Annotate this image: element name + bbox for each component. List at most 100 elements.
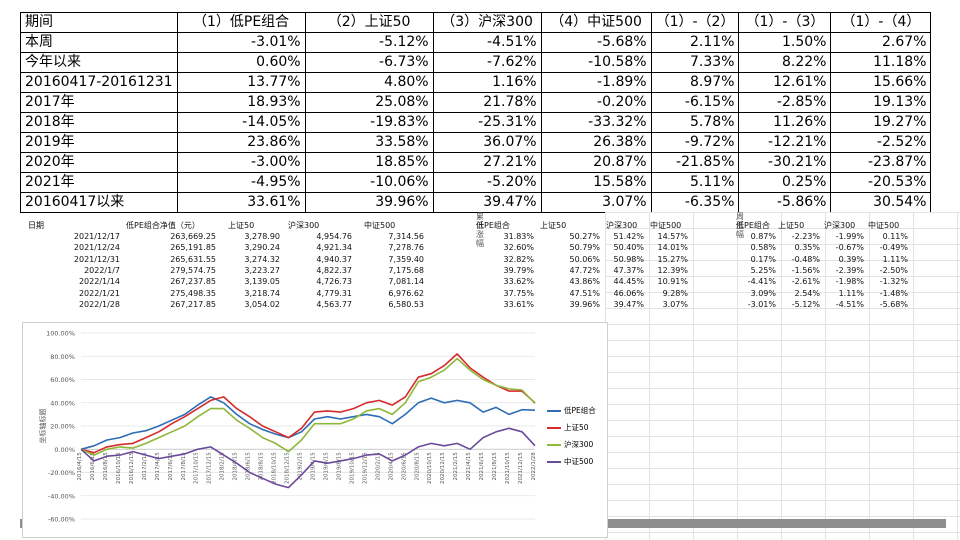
week-return-cell[interactable]: -1.99%: [835, 232, 864, 241]
period-label-cell[interactable]: 今年以来: [20, 52, 178, 73]
summary-header-cell[interactable]: （1）低PE组合: [176, 12, 306, 33]
daily-header-cell[interactable]: 低PE组合净值（元）: [126, 221, 200, 230]
cum-return-cell[interactable]: 39.47%: [613, 299, 644, 309]
cum-return-cell[interactable]: 50.79%: [569, 243, 600, 253]
return-cell[interactable]: 5.11%: [650, 172, 740, 193]
summary-header-cell[interactable]: 期间: [20, 12, 178, 33]
index-cell[interactable]: 4,822.37: [316, 265, 352, 275]
nav-cell[interactable]: 267,217.85: [170, 299, 216, 309]
daily-header-cell[interactable]: 上证50: [228, 221, 255, 230]
period-label-cell[interactable]: 2017年: [20, 92, 178, 113]
cum-return-cell[interactable]: 50.06%: [569, 254, 600, 264]
index-cell[interactable]: 7,278.76: [388, 243, 424, 253]
return-cell[interactable]: -20.53%: [830, 172, 932, 193]
summary-header-cell[interactable]: （4）中证500: [540, 12, 652, 33]
cum-return-cell[interactable]: 14.57%: [657, 232, 688, 241]
cum-header-cell[interactable]: 低PE组合: [476, 221, 510, 230]
index-cell[interactable]: 3,278.90: [244, 232, 280, 241]
week-return-cell[interactable]: -1.98%: [835, 277, 864, 287]
week-return-cell[interactable]: -0.49%: [879, 243, 908, 253]
cum-return-cell[interactable]: 50.40%: [613, 243, 644, 253]
nav-cell[interactable]: 279,574.75: [170, 265, 216, 275]
week-return-cell[interactable]: -3.01%: [747, 299, 776, 309]
return-cell[interactable]: -14.05%: [176, 112, 306, 133]
week-return-cell[interactable]: 1.11%: [882, 254, 908, 264]
return-cell[interactable]: -2.52%: [830, 132, 932, 153]
period-label-cell[interactable]: 2019年: [20, 132, 178, 153]
return-cell[interactable]: 2.67%: [830, 32, 932, 53]
return-cell[interactable]: -5.68%: [540, 32, 652, 53]
empty-grid-cells[interactable]: [605, 212, 960, 540]
cum-return-cell[interactable]: 3.07%: [662, 299, 688, 309]
week-return-cell[interactable]: -5.68%: [879, 299, 908, 309]
period-label-cell[interactable]: 2020年: [20, 152, 178, 173]
week-return-cell[interactable]: -1.56%: [791, 265, 820, 275]
return-cell[interactable]: -6.73%: [304, 52, 434, 73]
period-label-cell[interactable]: 20160417以来: [20, 192, 178, 213]
daily-header-cell[interactable]: 沪深300: [288, 221, 320, 230]
index-cell[interactable]: 4,940.37: [316, 254, 352, 264]
return-cell[interactable]: -30.21%: [738, 152, 832, 173]
return-cell[interactable]: -21.85%: [650, 152, 740, 173]
return-cell[interactable]: -2.85%: [738, 92, 832, 113]
legend-entry[interactable]: 沪深300: [547, 439, 593, 450]
return-cell[interactable]: 2.11%: [650, 32, 740, 53]
return-cell[interactable]: 1.50%: [738, 32, 832, 53]
return-cell[interactable]: -5.86%: [738, 192, 832, 213]
return-cell[interactable]: -1.89%: [540, 72, 652, 93]
cum-return-cell[interactable]: 50.27%: [569, 232, 600, 241]
week-header-cell[interactable]: 低PE组合: [736, 221, 770, 230]
return-cell[interactable]: 15.66%: [830, 72, 932, 93]
index-cell[interactable]: 3,218.74: [244, 288, 280, 298]
index-cell[interactable]: 3,139.05: [244, 277, 280, 287]
cum-return-cell[interactable]: 33.62%: [503, 277, 534, 287]
cum-return-cell[interactable]: 32.60%: [503, 243, 534, 253]
return-cell[interactable]: 33.58%: [304, 132, 434, 153]
summary-header-cell[interactable]: （3）沪深300: [432, 12, 542, 33]
period-label-cell[interactable]: 本周: [20, 32, 178, 53]
week-return-cell[interactable]: -4.51%: [835, 299, 864, 309]
index-cell[interactable]: 3,223.27: [244, 265, 280, 275]
return-cell[interactable]: -3.01%: [176, 32, 306, 53]
return-cell[interactable]: 18.93%: [176, 92, 306, 113]
legend-entry[interactable]: 低PE组合: [547, 405, 596, 416]
cum-return-cell[interactable]: 33.61%: [503, 299, 534, 309]
legend-entry[interactable]: 中证500: [547, 456, 593, 467]
index-cell[interactable]: 7,359.40: [388, 254, 424, 264]
week-header-cell[interactable]: 沪深300: [824, 221, 856, 230]
week-return-cell[interactable]: 0.35%: [794, 243, 820, 253]
index-cell[interactable]: 4,954.76: [316, 232, 352, 241]
return-cell[interactable]: -10.58%: [540, 52, 652, 73]
week-return-cell[interactable]: 0.58%: [750, 243, 776, 253]
cum-return-cell[interactable]: 12.39%: [657, 265, 688, 275]
return-cell[interactable]: 1.16%: [432, 72, 542, 93]
index-cell[interactable]: 3,274.32: [244, 254, 280, 264]
summary-header-cell[interactable]: （1）-（2）: [650, 12, 740, 33]
return-cell[interactable]: -5.12%: [304, 32, 434, 53]
return-cell[interactable]: 15.58%: [540, 172, 652, 193]
summary-header-cell[interactable]: （1）-（3）: [738, 12, 832, 33]
return-cell[interactable]: 26.38%: [540, 132, 652, 153]
nav-cell[interactable]: 267,237.85: [170, 277, 216, 287]
return-cell[interactable]: 39.96%: [304, 192, 434, 213]
cum-return-cell[interactable]: 46.06%: [613, 288, 644, 298]
return-cell[interactable]: -4.95%: [176, 172, 306, 193]
index-cell[interactable]: 4,726.73: [316, 277, 352, 287]
legend-entry[interactable]: 上证50: [547, 422, 589, 433]
week-return-cell[interactable]: -2.23%: [791, 232, 820, 241]
index-cell[interactable]: 4,921.34: [316, 243, 352, 253]
return-cell[interactable]: 8.97%: [650, 72, 740, 93]
week-return-cell[interactable]: 5.25%: [750, 265, 776, 275]
week-return-cell[interactable]: -1.32%: [879, 277, 908, 287]
index-cell[interactable]: 6,580.53: [388, 299, 424, 309]
return-cell[interactable]: 39.47%: [432, 192, 542, 213]
week-return-cell[interactable]: 0.39%: [838, 254, 864, 264]
cum-return-cell[interactable]: 51.42%: [613, 232, 644, 241]
index-cell[interactable]: 6,976.62: [388, 288, 424, 298]
week-return-cell[interactable]: -2.61%: [791, 277, 820, 287]
line-chart[interactable]: -60.00% -40.00% -20.00% 0.00% 20.00% 40.00% 60…: [22, 322, 608, 538]
week-header-cell[interactable]: 上证50: [778, 221, 805, 230]
return-cell[interactable]: -10.06%: [304, 172, 434, 193]
return-cell[interactable]: 25.08%: [304, 92, 434, 113]
date-cell[interactable]: 2021/12/24: [73, 243, 120, 253]
